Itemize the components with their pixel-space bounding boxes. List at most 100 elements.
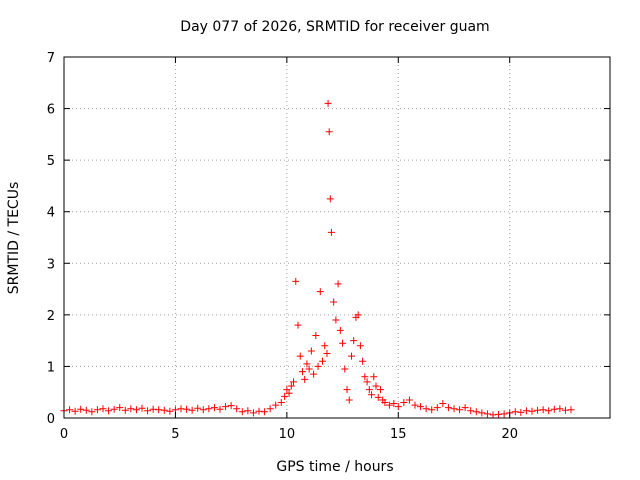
data-point	[285, 389, 293, 397]
data-point	[238, 408, 246, 416]
data-point	[461, 404, 469, 412]
data-point	[550, 405, 558, 413]
x-tick-label-5: 5	[171, 427, 179, 442]
data-point	[495, 410, 503, 418]
data-point	[478, 409, 486, 417]
data-point	[244, 407, 252, 415]
data-point	[261, 408, 269, 416]
data-point	[205, 405, 213, 413]
data-point	[324, 99, 332, 107]
data-point	[93, 406, 101, 414]
data-point	[316, 288, 324, 296]
data-point	[390, 400, 398, 408]
data-point	[439, 400, 447, 408]
y-tick-label-5: 5	[47, 154, 55, 169]
data-point	[82, 406, 90, 414]
x-axis-label: GPS time / hours	[276, 459, 393, 475]
data-point	[376, 386, 384, 394]
data-point	[66, 406, 74, 414]
data-point	[422, 405, 430, 413]
data-point	[88, 408, 96, 416]
data-point	[385, 401, 393, 409]
data-point	[467, 407, 475, 415]
data-point	[105, 407, 113, 415]
data-point	[166, 407, 174, 415]
axis-ticks: 0 1 2 3 4 5 6 7 0 5 10 15 20	[47, 51, 610, 442]
data-point	[277, 399, 285, 407]
y-tick-label-1: 1	[47, 360, 55, 375]
data-point	[528, 407, 536, 415]
data-point	[400, 399, 408, 407]
data-point	[539, 406, 547, 414]
data-point	[71, 407, 79, 415]
data-point	[266, 405, 274, 413]
data-point	[341, 365, 349, 373]
data-point	[305, 365, 313, 373]
plot-area-frame	[63, 56, 611, 419]
data-point	[177, 405, 185, 413]
data-point	[433, 404, 441, 412]
x-tick-label-15: 15	[390, 427, 407, 442]
data-point	[326, 195, 334, 203]
data-point	[255, 407, 263, 415]
data-point	[356, 342, 364, 350]
grid-lines	[64, 57, 610, 418]
data-point	[283, 386, 291, 394]
data-point	[301, 375, 309, 383]
data-point	[160, 406, 168, 414]
data-point	[500, 410, 508, 418]
data-point	[227, 402, 235, 410]
data-point	[567, 406, 575, 414]
y-tick-label-3: 3	[47, 257, 55, 272]
data-point	[298, 368, 306, 376]
data-point	[428, 406, 436, 414]
data-point	[522, 407, 530, 415]
y-tick-label-0: 0	[47, 412, 55, 427]
data-point	[310, 370, 318, 378]
data-point	[372, 382, 380, 390]
data-point	[312, 331, 320, 339]
data-point	[327, 228, 335, 236]
data-point	[290, 378, 298, 386]
data-series-srmtid	[60, 99, 575, 419]
data-point	[132, 406, 140, 414]
data-point	[359, 357, 367, 365]
data-point	[368, 391, 376, 399]
data-point	[556, 405, 564, 413]
data-point	[325, 128, 333, 136]
y-tick-label-6: 6	[47, 103, 55, 118]
data-point	[411, 401, 419, 409]
data-point	[336, 326, 344, 334]
data-point	[144, 407, 152, 415]
data-point	[149, 405, 157, 413]
data-point	[339, 339, 347, 347]
data-point	[110, 405, 118, 413]
data-point	[472, 408, 480, 416]
data-point	[99, 405, 107, 413]
data-point	[292, 277, 300, 285]
data-point	[281, 392, 289, 400]
data-point	[517, 408, 525, 416]
data-point	[361, 373, 369, 381]
data-point	[450, 405, 458, 413]
data-point	[183, 405, 191, 413]
data-point	[319, 357, 327, 365]
x-tick-label-10: 10	[279, 427, 296, 442]
data-point	[121, 406, 129, 414]
data-point	[354, 311, 362, 319]
data-point	[155, 406, 163, 414]
data-point	[314, 362, 322, 370]
data-point	[489, 411, 497, 419]
data-point	[272, 401, 280, 409]
data-point	[334, 280, 342, 288]
data-point	[199, 406, 207, 414]
data-point	[233, 405, 241, 413]
y-tick-label-4: 4	[47, 206, 55, 221]
data-point	[350, 337, 358, 345]
data-point	[374, 393, 382, 401]
data-point	[294, 321, 302, 329]
data-point	[343, 386, 351, 394]
data-point	[249, 409, 257, 417]
data-point	[345, 396, 353, 404]
